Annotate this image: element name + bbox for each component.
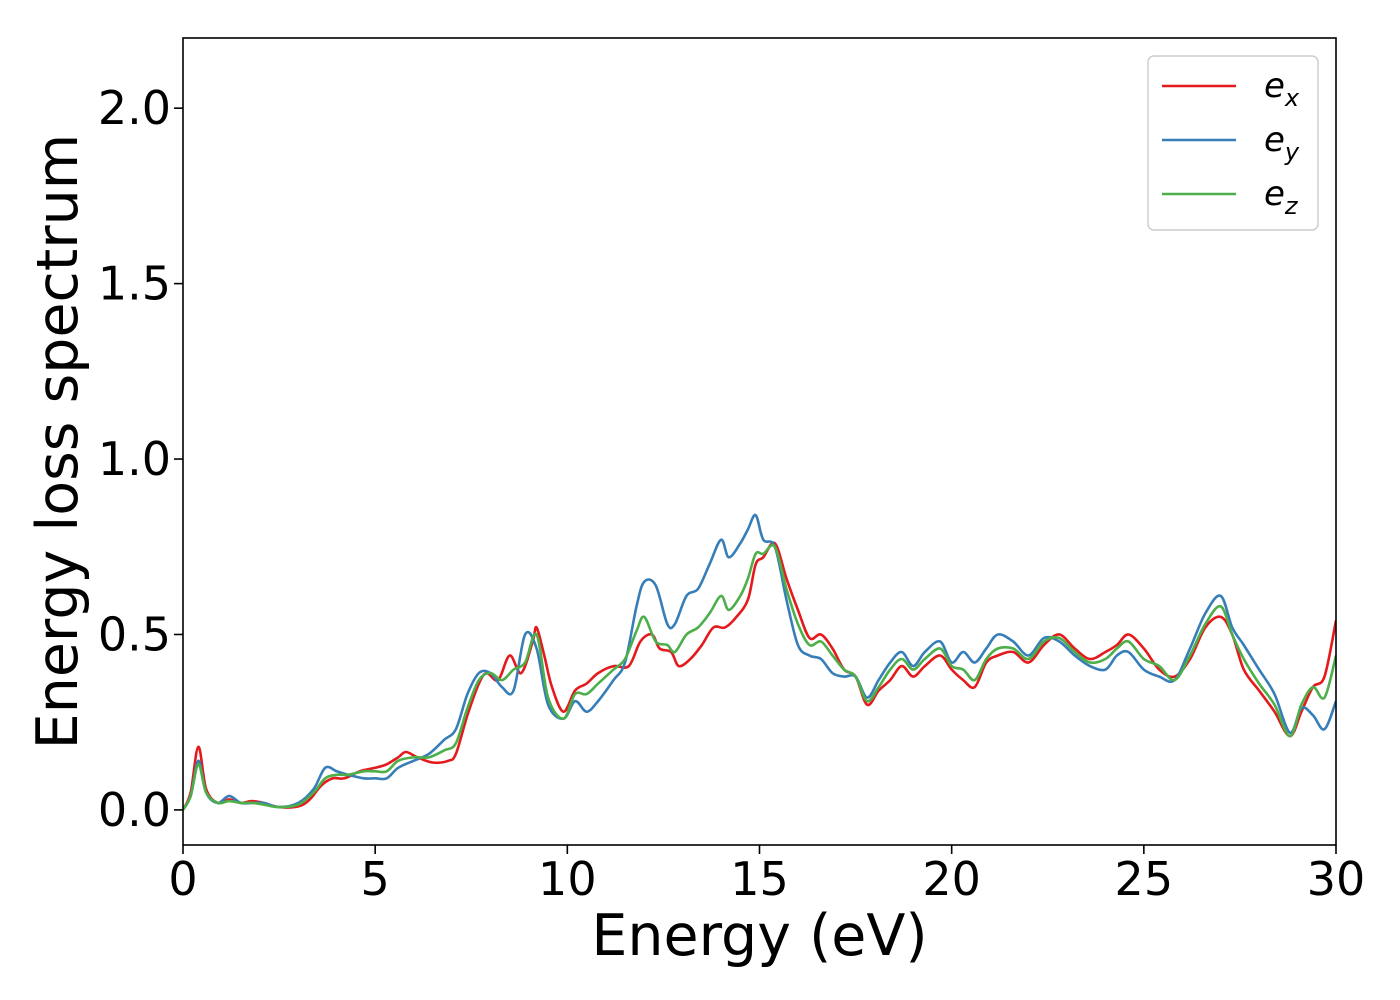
x-tick-label: 10 bbox=[538, 852, 597, 906]
series-line-e-z bbox=[183, 543, 1336, 811]
y-tick-label: 1.5 bbox=[98, 257, 171, 311]
x-axis-ticks: 0 5 10 15 20 25 30 bbox=[168, 845, 1365, 906]
x-tick-label: 20 bbox=[922, 852, 981, 906]
series-line-e-x bbox=[183, 541, 1336, 811]
y-axis-ticks: 0.0 0.5 1.0 1.5 2.0 bbox=[98, 81, 183, 837]
series-line-e-y bbox=[183, 513, 1336, 811]
y-tick-label: 0.0 bbox=[98, 783, 171, 837]
x-axis-label: Energy (eV) bbox=[591, 903, 927, 969]
legend-frame bbox=[1147, 55, 1319, 231]
x-tick-label: 25 bbox=[1115, 852, 1174, 906]
y-tick-label: 2.0 bbox=[98, 81, 171, 135]
x-tick-label: 5 bbox=[361, 852, 390, 906]
series-layer bbox=[183, 513, 1336, 811]
y-tick-label: 1.0 bbox=[98, 432, 171, 486]
y-tick-label: 0.5 bbox=[98, 607, 171, 661]
x-tick-label: 15 bbox=[730, 852, 789, 906]
x-tick-label: 30 bbox=[1307, 852, 1366, 906]
x-tick-label: 0 bbox=[168, 852, 197, 906]
y-axis-label: Energy loss spectrum bbox=[25, 134, 91, 750]
